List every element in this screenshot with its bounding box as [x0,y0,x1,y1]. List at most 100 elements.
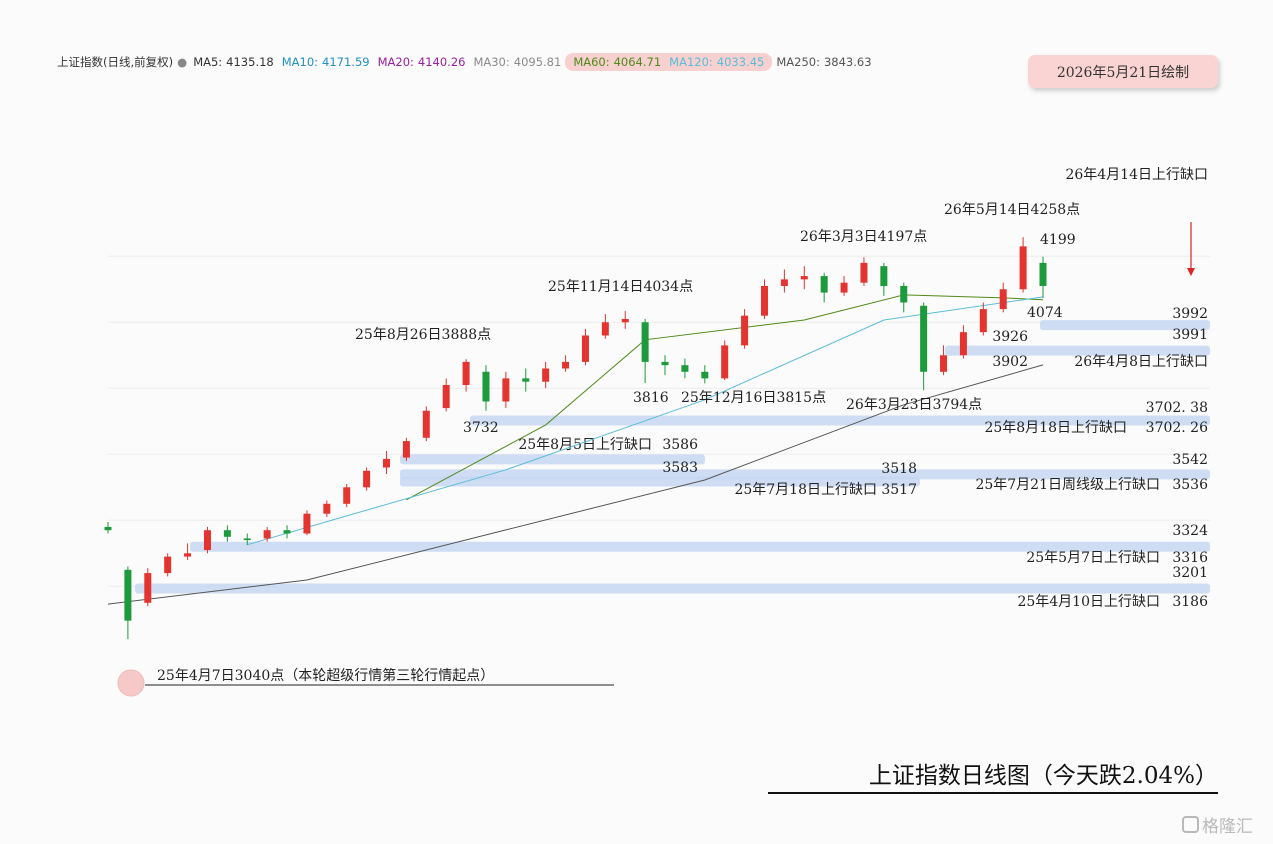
gap-band [190,541,1210,552]
candle-body [860,262,868,283]
candle-body [661,361,669,366]
candle-body [562,361,570,369]
annotation: 25年4月7日3040点（本轮超级行情第三轮行情起点） [157,667,494,684]
annotation: 3732 [463,420,499,436]
gap-value: 3902 [992,354,1028,370]
legend-icon: ● [177,55,188,69]
legend-name: MA5: [193,55,223,69]
legend-value: 4064.71 [613,55,662,69]
legend-value: 3843.63 [823,55,872,69]
gap-value: 3316 [1172,550,1208,566]
annotation: 3816 [633,390,669,406]
gap-band [945,345,1210,356]
gap-value: 3702. 26 [1146,420,1208,436]
legend-name: MA30: [473,55,510,69]
candle-body [1039,262,1047,286]
legend: 上证指数(日线,前复权) ● MA5: 4135.18 MA10: 4171.59 MA… [55,52,876,72]
gap-value: 3186 [1172,594,1208,610]
gap-label: 25年4月10日上行缺口 [1017,594,1160,610]
candle-body [780,279,788,286]
candle-body [880,266,888,286]
candle-body [184,553,192,557]
candle-body [104,526,112,531]
candle-body [383,458,391,468]
gap-value: 3517 [881,482,917,498]
legend-name: MA20: [377,55,414,69]
candle-body [223,530,231,537]
gap-label: 25年8月5日上行缺口 [518,437,652,453]
gap-label: 25年5月7日上行缺口 [1026,550,1160,566]
candle-body [144,573,152,603]
candle-body [840,282,848,293]
candle-body [999,289,1007,310]
gap-value: 3586 [662,437,698,453]
candle-body [681,365,689,372]
gap-band [135,583,1210,594]
candle-body [164,556,172,574]
candle-body [721,345,729,379]
gap-value: 3926 [992,329,1028,345]
gap-label: 25年8月18日上行缺口 [984,420,1127,436]
gap-value: 3583 [662,460,698,476]
gap-value: 3992 [1172,306,1208,322]
legend-name: MA60: [573,55,610,69]
legend-value: 4033.45 [716,55,765,69]
arrow-head [1187,268,1195,276]
gap-value: 3201 [1172,565,1208,581]
legend-entry: MA30: 4095.81 [469,53,565,71]
candle-body [979,309,987,333]
candle-body [363,470,371,488]
candle-body [820,276,828,293]
gap-band [1040,320,1210,331]
gap-label: 25年7月18日上行缺口 [734,482,877,498]
candle-body [601,322,609,336]
candle-body [203,530,211,550]
legend-entry: MA120: 4033.45 [665,53,773,71]
candle-body [1019,246,1027,290]
candle-body [462,361,470,385]
candle-body [482,371,490,402]
legend-entry: MA250: 3843.63 [772,53,875,71]
annotation: 4199 [1040,232,1076,248]
candle-body [542,368,550,382]
gap-band [400,476,920,487]
gap-value: 3324 [1172,523,1208,539]
candle-body [701,371,709,379]
gap-value: 3536 [1172,477,1208,493]
annotation: 25年12月16日3815点 [681,390,826,406]
chart-title: 上证指数日线图（今天跌2.04%） [768,756,1218,794]
candle-body [303,513,311,534]
candle-body [343,487,351,504]
candle-body [959,332,967,356]
annotation: 26年5月14日4258点 [944,202,1080,218]
candle-body [741,315,749,346]
gap-band [470,415,1210,426]
candle-body [621,318,629,323]
candle-body [900,285,908,303]
legend-entry: MA20: 4140.26 [374,53,470,71]
candle-body [940,355,948,372]
header-label: 上证指数(日线,前复权) [57,55,174,69]
candle-body [641,322,649,362]
gap-value: 3542 [1172,452,1208,468]
candle-body [243,538,251,541]
gap-value: 3991 [1172,327,1208,343]
candle-body [402,441,410,458]
legend-name: MA10: [281,55,319,69]
gap-label: 26年4月14日上行缺口 [1065,167,1208,183]
gap-value: 3518 [881,461,917,477]
candle-body [800,276,808,280]
legend-name: MA120: [669,55,713,69]
candle-body [263,530,271,539]
watermark-text: 格隆汇 [1202,817,1253,837]
legend-entry: MA10: 4171.59 [278,53,374,71]
annotation: 26年3月3日4197点 [800,229,927,245]
legend-value: 4140.26 [417,55,466,69]
legend-name: MA250: [776,55,820,69]
legend-value: 4171.59 [322,55,370,69]
annotation: 26年3月23日3794点 [846,397,982,413]
candle-body [920,305,928,372]
candle-body [522,378,530,382]
logo [1182,816,1199,833]
